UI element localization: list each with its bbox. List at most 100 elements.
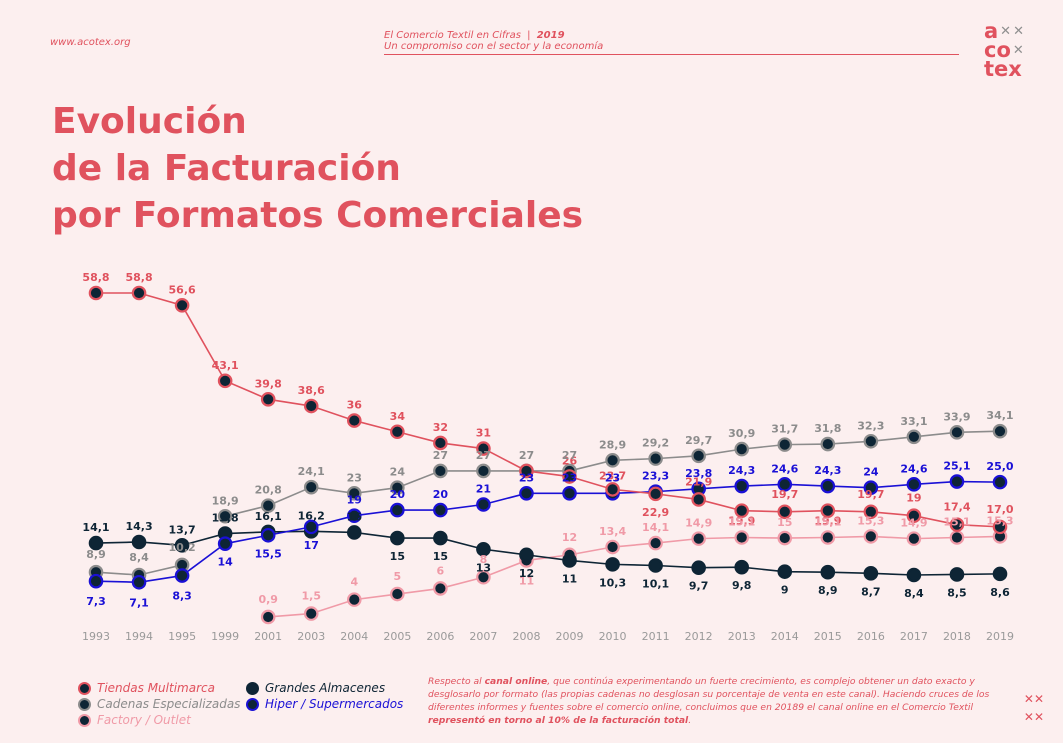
data-point [734,503,750,518]
data-point [131,534,147,550]
data-label: 7,1 [129,596,149,609]
data-label: 24,6 [900,462,927,475]
header-separator: | [527,30,531,41]
data-point [476,569,491,585]
data-point [390,502,405,518]
data-label: 34,1 [986,409,1013,422]
data-point [476,463,491,479]
data-point [992,474,1008,490]
data-label: 16 [347,510,363,523]
online-channel-note: Respecto al canal online, que continúa e… [428,676,990,726]
data-point [260,392,276,407]
data-label: 25,1 [943,460,970,473]
publication-header: El Comercio Textil en Cifras | 2019 Un c… [384,30,959,55]
data-label: 20 [433,488,449,501]
data-label: 7,3 [86,595,106,608]
data-point [777,530,793,546]
data-point [605,557,620,572]
legend-marker [78,713,91,727]
chart-legend: Tiendas Multimarca Grandes Almacenes Cad… [78,680,426,728]
x-tick-label: 2003 [297,630,325,643]
data-label: 24 [863,466,879,479]
data-point [476,541,491,557]
legend-marker [246,681,259,695]
data-label: 27 [476,449,491,462]
title-line-1: Evolución [52,101,247,142]
data-label: 43,1 [212,359,239,372]
data-point [949,517,965,532]
data-point [820,503,836,518]
data-label: 9,8 [732,579,752,592]
data-label: 4 [350,576,358,589]
x-tick-label: 2016 [857,630,885,643]
data-point [476,497,491,512]
data-label: 19,9 [728,515,755,528]
x-tick-label: 2011 [642,630,670,643]
data-label: 15,8 [212,512,239,525]
x-tick-label: 2014 [771,630,799,643]
data-label: 15 [390,550,405,563]
x-tick-label: 2007 [469,630,497,643]
site-url[interactable]: www.acotex.org [50,37,131,48]
data-point [303,398,319,414]
data-label: 8,7 [861,585,881,598]
data-point [174,298,190,313]
legend-label: Cadenas Especializadas [97,697,241,711]
data-point [476,441,491,456]
data-label: 5 [394,570,402,583]
data-point [390,480,405,496]
data-point [906,531,922,546]
data-point [992,423,1008,439]
data-label: 56,6 [169,283,196,296]
data-point [777,477,793,492]
data-label: 34 [390,410,406,423]
data-label: 33,1 [900,415,927,428]
data-label: 15,1 [943,516,970,529]
data-label: 14 [217,556,233,569]
data-point [260,498,276,513]
data-label: 13,7 [169,523,196,536]
data-point [906,567,922,583]
data-point [346,508,362,523]
legend-item-tiendas: Tiendas Multimarca [78,680,246,696]
data-label: 27 [433,449,448,462]
data-point [691,492,706,507]
data-point [217,508,233,524]
data-label: 21 [476,483,491,496]
data-point [820,564,836,580]
data-label: 23,8 [685,467,712,480]
data-label: 8,3 [172,590,192,603]
data-point [519,547,534,563]
data-label: 14,1 [82,521,109,534]
x-tick-label: 2005 [383,630,411,643]
data-label: 9 [781,584,789,597]
data-point [863,504,879,520]
data-point [433,581,448,596]
x-tick-label: 1995 [168,630,196,643]
data-label: 23 [605,471,620,484]
data-label: 0,9 [258,593,278,606]
data-point [949,530,965,545]
data-label: 31,7 [771,423,798,436]
x-tick-label: 2018 [943,630,971,643]
data-label: 31,8 [814,422,841,435]
data-point [433,502,448,518]
data-label: 31 [476,427,491,440]
data-point [949,425,965,440]
data-point [863,566,879,581]
data-label: 18,9 [212,494,239,507]
data-point [217,373,233,389]
x-tick-label: 2006 [426,630,454,643]
series-line [96,292,1001,528]
data-point [648,451,663,466]
data-point [346,592,362,607]
data-label: 8,5 [947,586,967,599]
data-label: 1,5 [301,590,321,603]
data-label: 8,9 [818,584,838,597]
data-label: 17 [304,539,319,552]
publication-name: El Comercio Textil en Cifras [384,30,521,41]
data-label: 8 [480,553,488,566]
data-label: 30,9 [728,427,755,440]
data-point [777,437,793,452]
acotex-logo: a ✕✕ co ✕ tex [984,19,1026,81]
